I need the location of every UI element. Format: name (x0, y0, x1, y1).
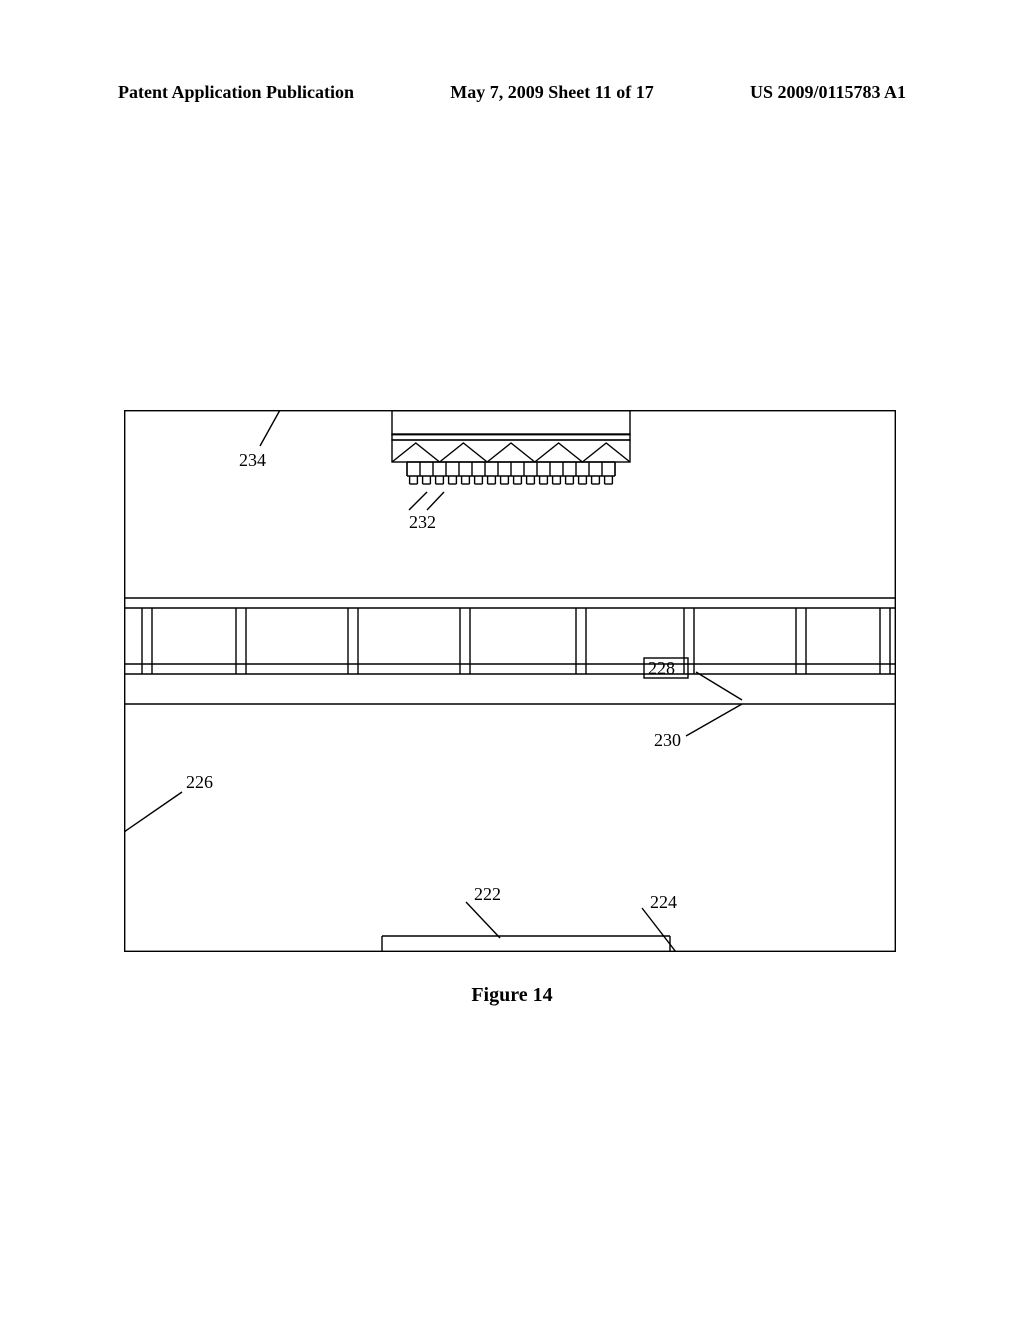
header-center: May 7, 2009 Sheet 11 of 17 (450, 82, 653, 103)
svg-text:230: 230 (654, 730, 681, 750)
figure-diagram: 234 232 228 230 226 222 224 (124, 410, 896, 952)
svg-text:232: 232 (409, 512, 436, 532)
svg-text:224: 224 (650, 892, 677, 912)
svg-text:228: 228 (648, 658, 675, 678)
header-right: US 2009/0115783 A1 (750, 82, 906, 103)
svg-text:226: 226 (186, 772, 213, 792)
svg-text:222: 222 (474, 884, 501, 904)
figure-svg: 234 232 228 230 226 222 224 (124, 410, 896, 952)
header-left: Patent Application Publication (118, 82, 354, 103)
svg-text:234: 234 (239, 450, 266, 470)
page: Patent Application Publication May 7, 20… (0, 0, 1024, 1320)
page-header: Patent Application Publication May 7, 20… (0, 82, 1024, 103)
figure-caption: Figure 14 (0, 984, 1024, 1007)
